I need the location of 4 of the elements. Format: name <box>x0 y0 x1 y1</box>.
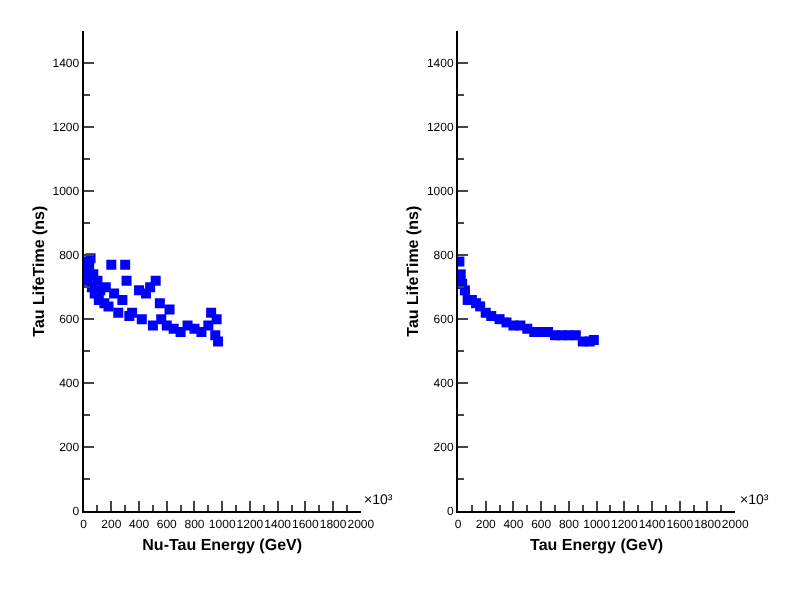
x-axis-title: Tau Energy (GeV) <box>530 535 664 554</box>
y-axis-title: Tau LifeTime (ns) <box>404 205 423 337</box>
x-axis-title: Nu-Tau Energy (GeV) <box>142 535 303 554</box>
y-axis-title: Tau LifeTime (ns) <box>29 205 48 337</box>
